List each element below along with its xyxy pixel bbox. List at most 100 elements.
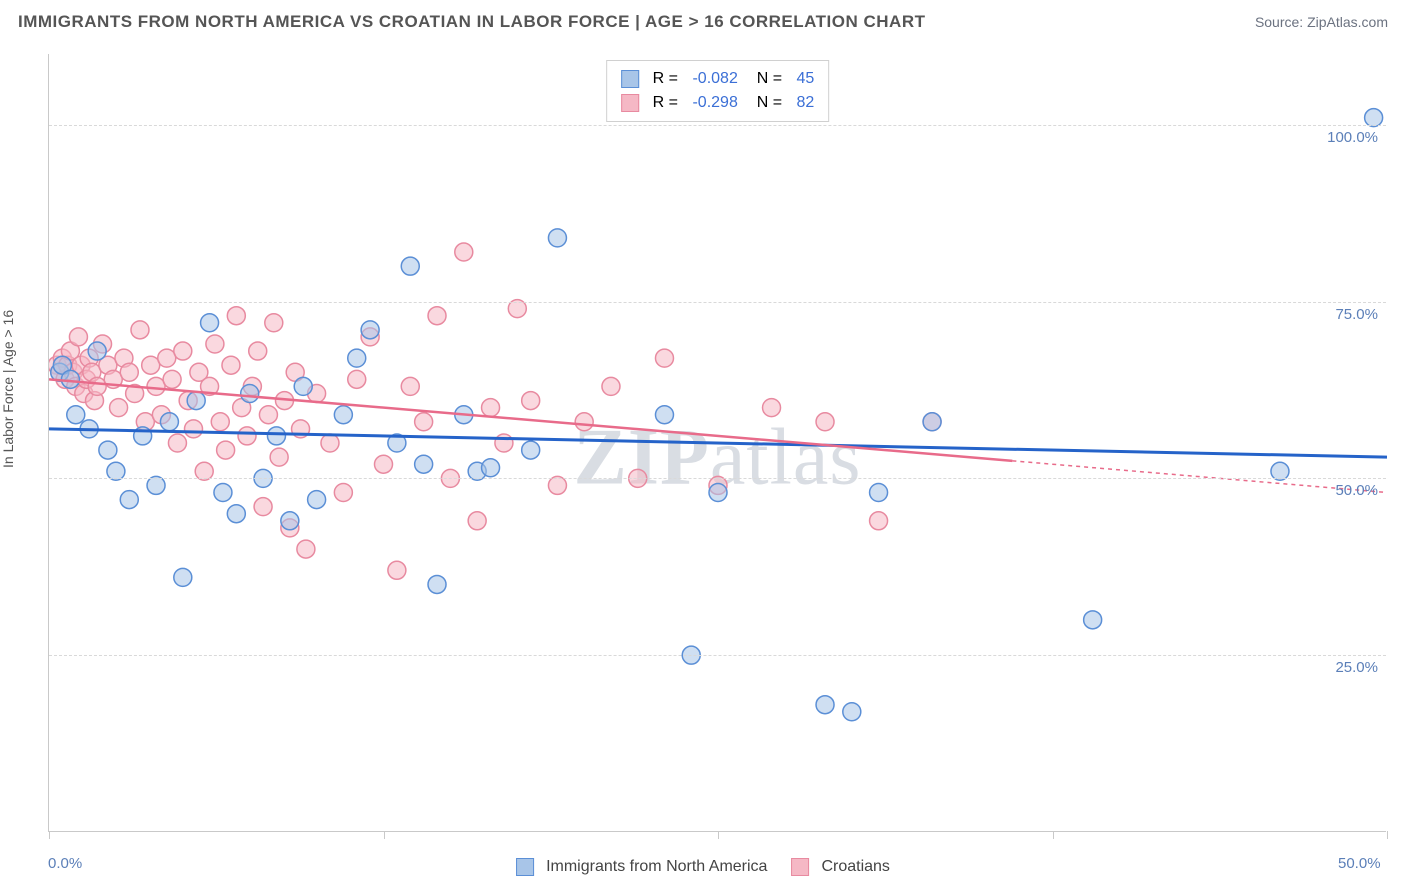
data-point-hr xyxy=(227,307,245,325)
legend-label-hr: Croatians xyxy=(821,858,889,876)
data-point-na xyxy=(522,441,540,459)
data-point-na xyxy=(348,349,366,367)
swatch-hr xyxy=(621,94,639,112)
data-point-na xyxy=(174,568,192,586)
data-point-na xyxy=(281,512,299,530)
stats-r-na: -0.082 xyxy=(692,67,737,91)
legend-item-hr: Croatians xyxy=(791,858,889,876)
data-point-na xyxy=(187,392,205,410)
data-point-na xyxy=(482,459,500,477)
data-point-hr xyxy=(131,321,149,339)
data-point-na xyxy=(428,575,446,593)
data-point-hr xyxy=(816,413,834,431)
data-point-hr xyxy=(401,377,419,395)
grid-line xyxy=(49,125,1386,126)
plot-area: ZIPatlas R = -0.082 N = 45 R = -0.298 N … xyxy=(48,54,1386,832)
data-point-hr xyxy=(375,455,393,473)
data-point-na xyxy=(308,491,326,509)
data-point-na xyxy=(160,413,178,431)
data-point-na xyxy=(923,413,941,431)
data-point-na xyxy=(415,455,433,473)
data-point-hr xyxy=(238,427,256,445)
stats-n-na: 45 xyxy=(797,67,815,91)
x-tick-label: 50.0% xyxy=(1338,855,1381,872)
data-point-hr xyxy=(142,356,160,374)
x-tick xyxy=(49,831,50,839)
data-point-na xyxy=(294,377,312,395)
data-point-na xyxy=(99,441,117,459)
data-point-hr xyxy=(334,484,352,502)
chart-container: In Labor Force | Age > 16 ZIPatlas R = -… xyxy=(0,44,1406,892)
data-point-hr xyxy=(147,377,165,395)
stats-row-hr: R = -0.298 N = 82 xyxy=(621,91,815,115)
data-point-na xyxy=(401,257,419,275)
data-point-na xyxy=(870,484,888,502)
data-point-hr xyxy=(522,392,540,410)
data-point-na xyxy=(241,384,259,402)
y-axis-title: In Labor Force | Age > 16 xyxy=(0,310,16,468)
data-point-na xyxy=(61,370,79,388)
data-point-na xyxy=(1084,611,1102,629)
grid-line xyxy=(49,302,1386,303)
data-point-hr xyxy=(259,406,277,424)
x-tick xyxy=(718,831,719,839)
data-point-hr xyxy=(495,434,513,452)
trend-line-dash-hr xyxy=(1012,461,1387,493)
swatch-na xyxy=(621,70,639,88)
legend-swatch-na xyxy=(516,858,534,876)
data-point-na xyxy=(843,703,861,721)
x-tick xyxy=(1387,831,1388,839)
y-tick-label: 75.0% xyxy=(1335,306,1378,323)
data-point-na xyxy=(816,696,834,714)
x-tick xyxy=(384,831,385,839)
y-tick-label: 50.0% xyxy=(1335,482,1378,499)
data-point-hr xyxy=(388,561,406,579)
data-point-na xyxy=(334,406,352,424)
data-point-hr xyxy=(174,342,192,360)
y-tick-label: 100.0% xyxy=(1327,129,1378,146)
data-point-hr xyxy=(163,370,181,388)
data-point-hr xyxy=(158,349,176,367)
data-point-hr xyxy=(870,512,888,530)
stats-row-na: R = -0.082 N = 45 xyxy=(621,67,815,91)
data-point-hr xyxy=(222,356,240,374)
chart-title: IMMIGRANTS FROM NORTH AMERICA VS CROATIA… xyxy=(18,12,925,32)
data-point-na xyxy=(88,342,106,360)
data-point-hr xyxy=(428,307,446,325)
stats-r-hr: -0.298 xyxy=(692,91,737,115)
data-point-hr xyxy=(110,399,128,417)
legend-swatch-hr xyxy=(791,858,809,876)
data-point-na xyxy=(655,406,673,424)
data-point-hr xyxy=(482,399,500,417)
data-point-hr xyxy=(297,540,315,558)
data-point-na xyxy=(548,229,566,247)
data-point-na xyxy=(267,427,285,445)
data-point-hr xyxy=(69,328,87,346)
stats-r-label: R = xyxy=(653,91,683,115)
data-point-hr xyxy=(206,335,224,353)
data-point-na xyxy=(120,491,138,509)
legend-item-na: Immigrants from North America xyxy=(516,858,767,876)
data-point-hr xyxy=(270,448,288,466)
data-point-hr xyxy=(468,512,486,530)
data-point-na xyxy=(361,321,379,339)
data-point-hr xyxy=(655,349,673,367)
stats-n-label: N = xyxy=(748,67,787,91)
data-point-hr xyxy=(168,434,186,452)
data-point-hr xyxy=(455,243,473,261)
data-point-hr xyxy=(120,363,138,381)
legend-label-na: Immigrants from North America xyxy=(546,858,767,876)
data-point-hr xyxy=(265,314,283,332)
data-point-hr xyxy=(602,377,620,395)
data-point-hr xyxy=(88,377,106,395)
data-point-na xyxy=(214,484,232,502)
data-point-hr xyxy=(249,342,267,360)
y-tick-label: 25.0% xyxy=(1335,659,1378,676)
x-tick-label: 0.0% xyxy=(48,855,82,872)
data-point-na xyxy=(67,406,85,424)
data-point-hr xyxy=(254,498,272,516)
data-point-hr xyxy=(185,420,203,438)
stats-n-label: N = xyxy=(748,91,787,115)
scatter-svg xyxy=(49,54,1387,832)
grid-line xyxy=(49,478,1386,479)
